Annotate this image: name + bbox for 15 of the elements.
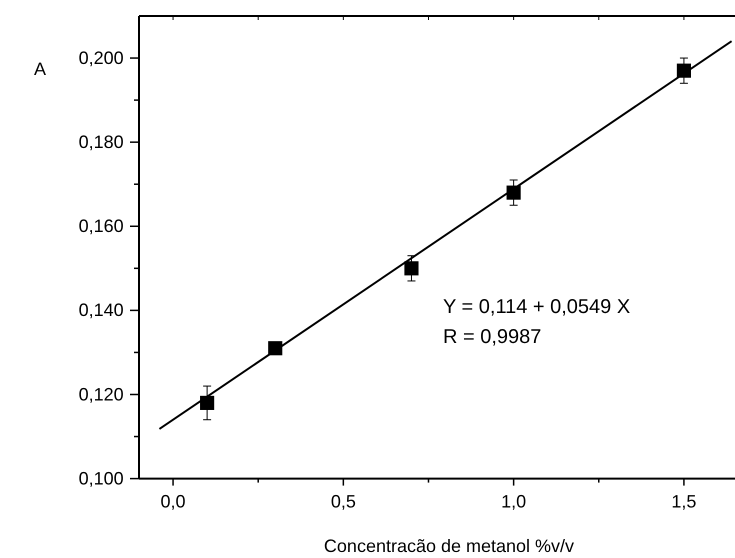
x-axis-title: Concentracão de metanol %v/v [324, 536, 574, 556]
y-tick-label: 0,100 [78, 468, 124, 488]
x-tick-label: 1,5 [671, 491, 696, 512]
y-tick-label: 0,120 [78, 384, 124, 404]
annotation: Y = 0,114 + 0,0549 X [443, 296, 630, 318]
y-tick-label: 0,140 [78, 300, 124, 320]
y-tick-label: 0,180 [78, 132, 124, 152]
x-tick-label: 1,0 [501, 491, 526, 512]
x-tick-label: 0,0 [160, 491, 186, 512]
y-tick-label: 0,160 [78, 216, 124, 236]
y-tick-label: 0,200 [78, 48, 124, 68]
annotation: R = 0,9987 [443, 326, 542, 348]
y-axis-title: A [34, 59, 46, 79]
point [404, 261, 419, 276]
x-tick-label: 0,5 [330, 491, 356, 512]
